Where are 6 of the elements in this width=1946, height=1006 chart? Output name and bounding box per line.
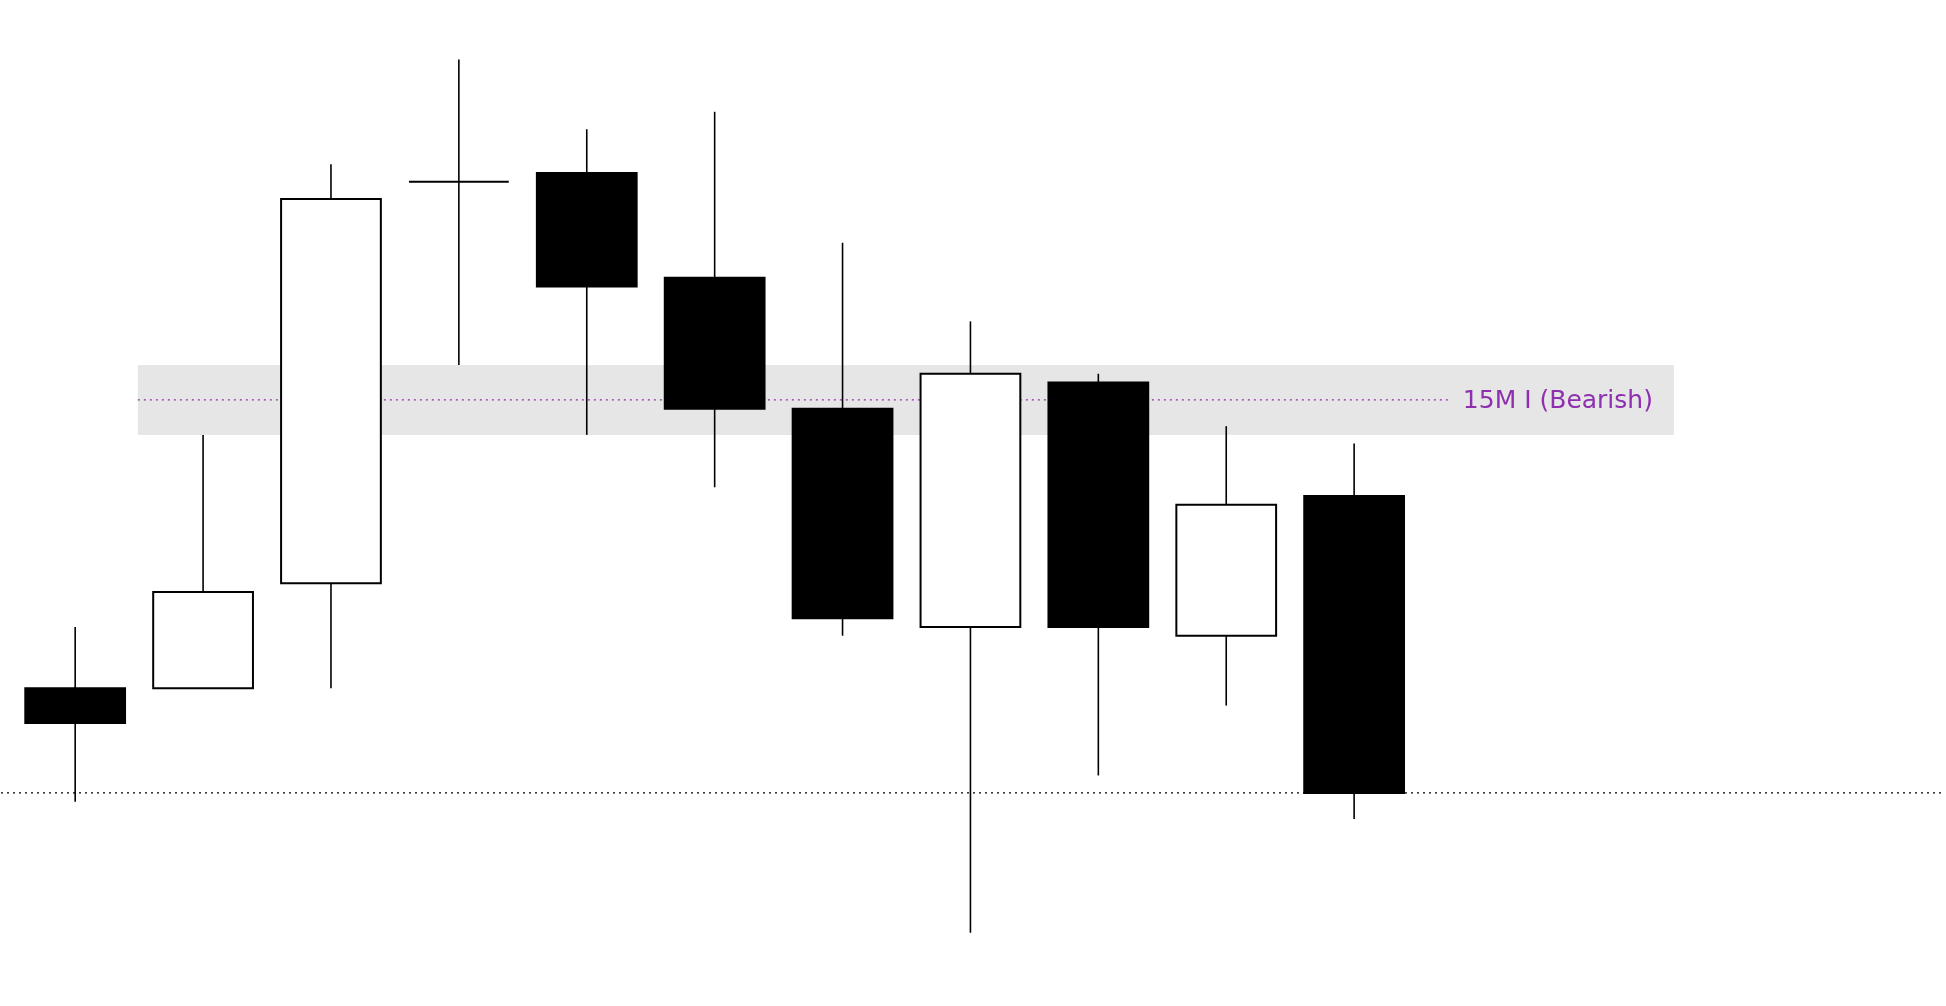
candlestick xyxy=(407,58,510,366)
candlestick xyxy=(663,110,766,489)
candlestick xyxy=(535,128,638,436)
candlestick xyxy=(1175,425,1278,707)
ref-line-label: 15M I (Bearish) xyxy=(1462,384,1653,414)
candlestick xyxy=(280,163,382,689)
